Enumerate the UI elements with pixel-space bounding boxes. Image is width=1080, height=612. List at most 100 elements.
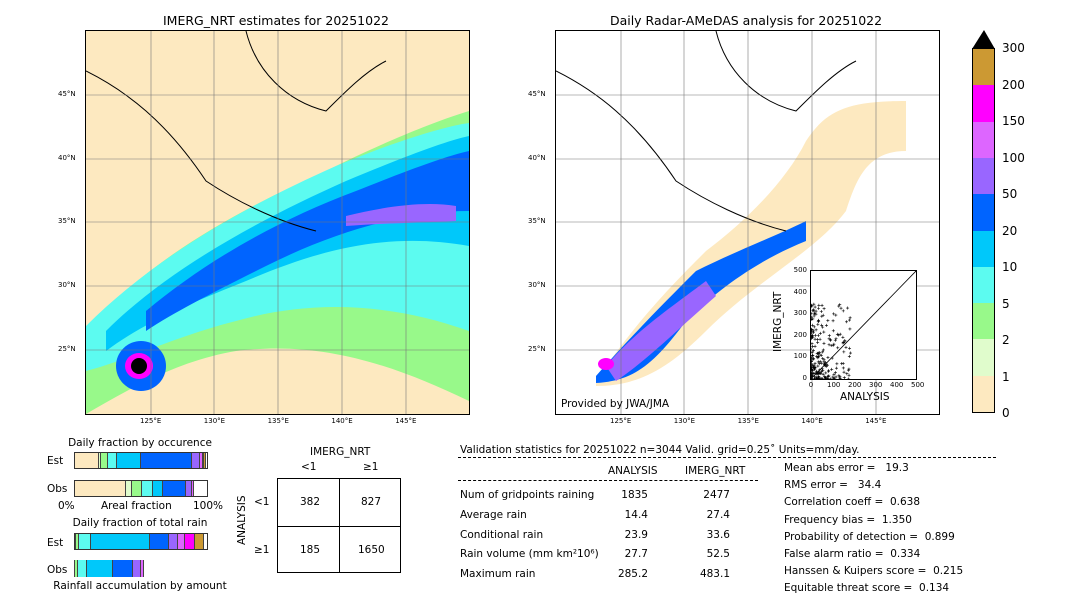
scatter-point <box>817 368 821 372</box>
scatter-point <box>839 306 843 310</box>
scatter-point <box>847 373 851 377</box>
colorbar-label: 50 <box>1002 187 1018 201</box>
scatter-point <box>819 361 823 365</box>
scatter-point <box>811 317 815 321</box>
stat-label: Rain volume (mm km²10⁶) <box>460 548 599 560</box>
scatter-point <box>809 315 813 319</box>
bar-segment <box>202 453 205 468</box>
scatter-point <box>827 369 831 373</box>
cont-row-lt: <1 <box>254 496 270 508</box>
bar-segment <box>132 560 141 577</box>
col-imerg: IMERG_NRT <box>685 465 746 477</box>
scatter-point <box>817 362 821 366</box>
stat-analysis: 23.9 <box>624 529 648 541</box>
scatter-point <box>811 309 815 313</box>
scatter-point <box>817 371 821 375</box>
scatter-ytick: 200 <box>793 330 807 339</box>
colorbar-extend-arrow <box>972 30 995 49</box>
scatter-point <box>813 344 817 348</box>
rain-obs-label: Obs <box>47 564 68 576</box>
stat-imerg: 52.5 <box>706 548 730 560</box>
scatter-point <box>845 320 849 324</box>
scatter-point <box>816 340 820 344</box>
scatter-point <box>823 375 827 379</box>
scatter-point <box>811 348 815 352</box>
scatter-point <box>811 354 815 358</box>
rain-est-label: Est <box>47 537 64 549</box>
colorbar-segment <box>973 157 994 195</box>
bar-segment <box>185 481 193 496</box>
right-map-title: Daily Radar-AMeDAS analysis for 20251022 <box>609 13 883 28</box>
scatter-point <box>847 377 851 381</box>
bar-segment <box>117 453 141 468</box>
occ-obs-bar <box>74 480 208 497</box>
lon-label: 145°E <box>395 417 417 425</box>
scatter-point <box>817 303 821 307</box>
scatter-point <box>811 331 815 335</box>
bar-segment <box>126 481 132 496</box>
scatter-xtick: 0 <box>808 381 814 389</box>
scatter-ytick: 400 <box>793 287 807 296</box>
scatter-point <box>842 376 846 380</box>
cont-col-title: IMERG_NRT <box>310 446 371 458</box>
scatter-point <box>817 374 821 378</box>
scatter-point <box>847 354 851 358</box>
col-analysis: ANALYSIS <box>608 465 658 477</box>
scatter-xtick: 100 <box>827 381 841 389</box>
stat-label: Maximum rain <box>460 568 536 580</box>
colorbar-label: 10 <box>1002 260 1018 274</box>
lon-label: 125°E <box>610 417 632 425</box>
scatter-point <box>817 319 821 323</box>
scatter-point <box>836 346 840 350</box>
cell-false-alarm: 827 <box>361 496 382 508</box>
scatter-point <box>827 334 831 338</box>
scatter-xlabel: ANALYSIS <box>840 391 890 403</box>
colorbar-label: 5 <box>1002 296 1010 311</box>
score-line: Hanssen & Kuipers score = 0.215 <box>784 565 964 578</box>
scatter-point <box>819 371 823 375</box>
scatter-point <box>816 360 820 364</box>
scatter-point <box>840 362 844 366</box>
scatter-ytick: 100 <box>793 352 807 361</box>
scatter-ytick: 0 <box>802 374 807 382</box>
lon-label: 125°E <box>140 417 162 425</box>
scatter-point <box>834 375 838 379</box>
scatter-point <box>830 367 834 371</box>
colorbar-label: 150 <box>1002 114 1025 128</box>
scatter-point <box>814 371 818 375</box>
colorbar-segment <box>973 121 994 158</box>
colorbar-label: 100 <box>1002 150 1025 165</box>
colorbar-segment <box>973 49 994 86</box>
scatter-point <box>810 327 814 331</box>
bar-segment <box>76 534 79 549</box>
scatter-point <box>813 361 817 365</box>
colorbar-segment <box>973 266 994 304</box>
scatter-point <box>809 350 813 354</box>
scatter-point <box>834 337 838 341</box>
scatter-point <box>830 356 834 360</box>
scatter-point <box>834 366 838 370</box>
scatter-point <box>838 376 842 380</box>
scatter-point <box>812 363 816 367</box>
scatter-point <box>822 330 826 334</box>
scatter-point <box>816 351 820 355</box>
scatter-point <box>842 340 846 344</box>
stat-analysis: 1835 <box>621 489 648 501</box>
scatter-point <box>827 337 831 341</box>
bar-segment <box>75 560 78 577</box>
scatter-point <box>833 338 837 342</box>
bar-segment <box>140 560 144 577</box>
bar-segment <box>90 534 151 549</box>
scatter-point <box>824 363 828 367</box>
lat-label: 25°N <box>528 344 546 353</box>
stat-label: Average rain <box>460 509 527 521</box>
rain-footer: Rainfall accumulation by amount <box>53 580 227 592</box>
scatter-point <box>826 319 830 323</box>
scatter-point <box>829 343 833 347</box>
scatter-point <box>826 356 830 360</box>
scatter-point <box>829 338 833 342</box>
contingency-table: 382 827 185 1650 <box>277 478 401 573</box>
scatter-point <box>809 312 813 316</box>
scatter-point <box>817 306 821 310</box>
scatter-point <box>848 316 852 320</box>
